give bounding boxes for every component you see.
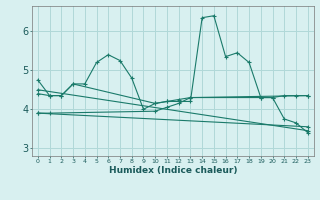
X-axis label: Humidex (Indice chaleur): Humidex (Indice chaleur)	[108, 166, 237, 175]
